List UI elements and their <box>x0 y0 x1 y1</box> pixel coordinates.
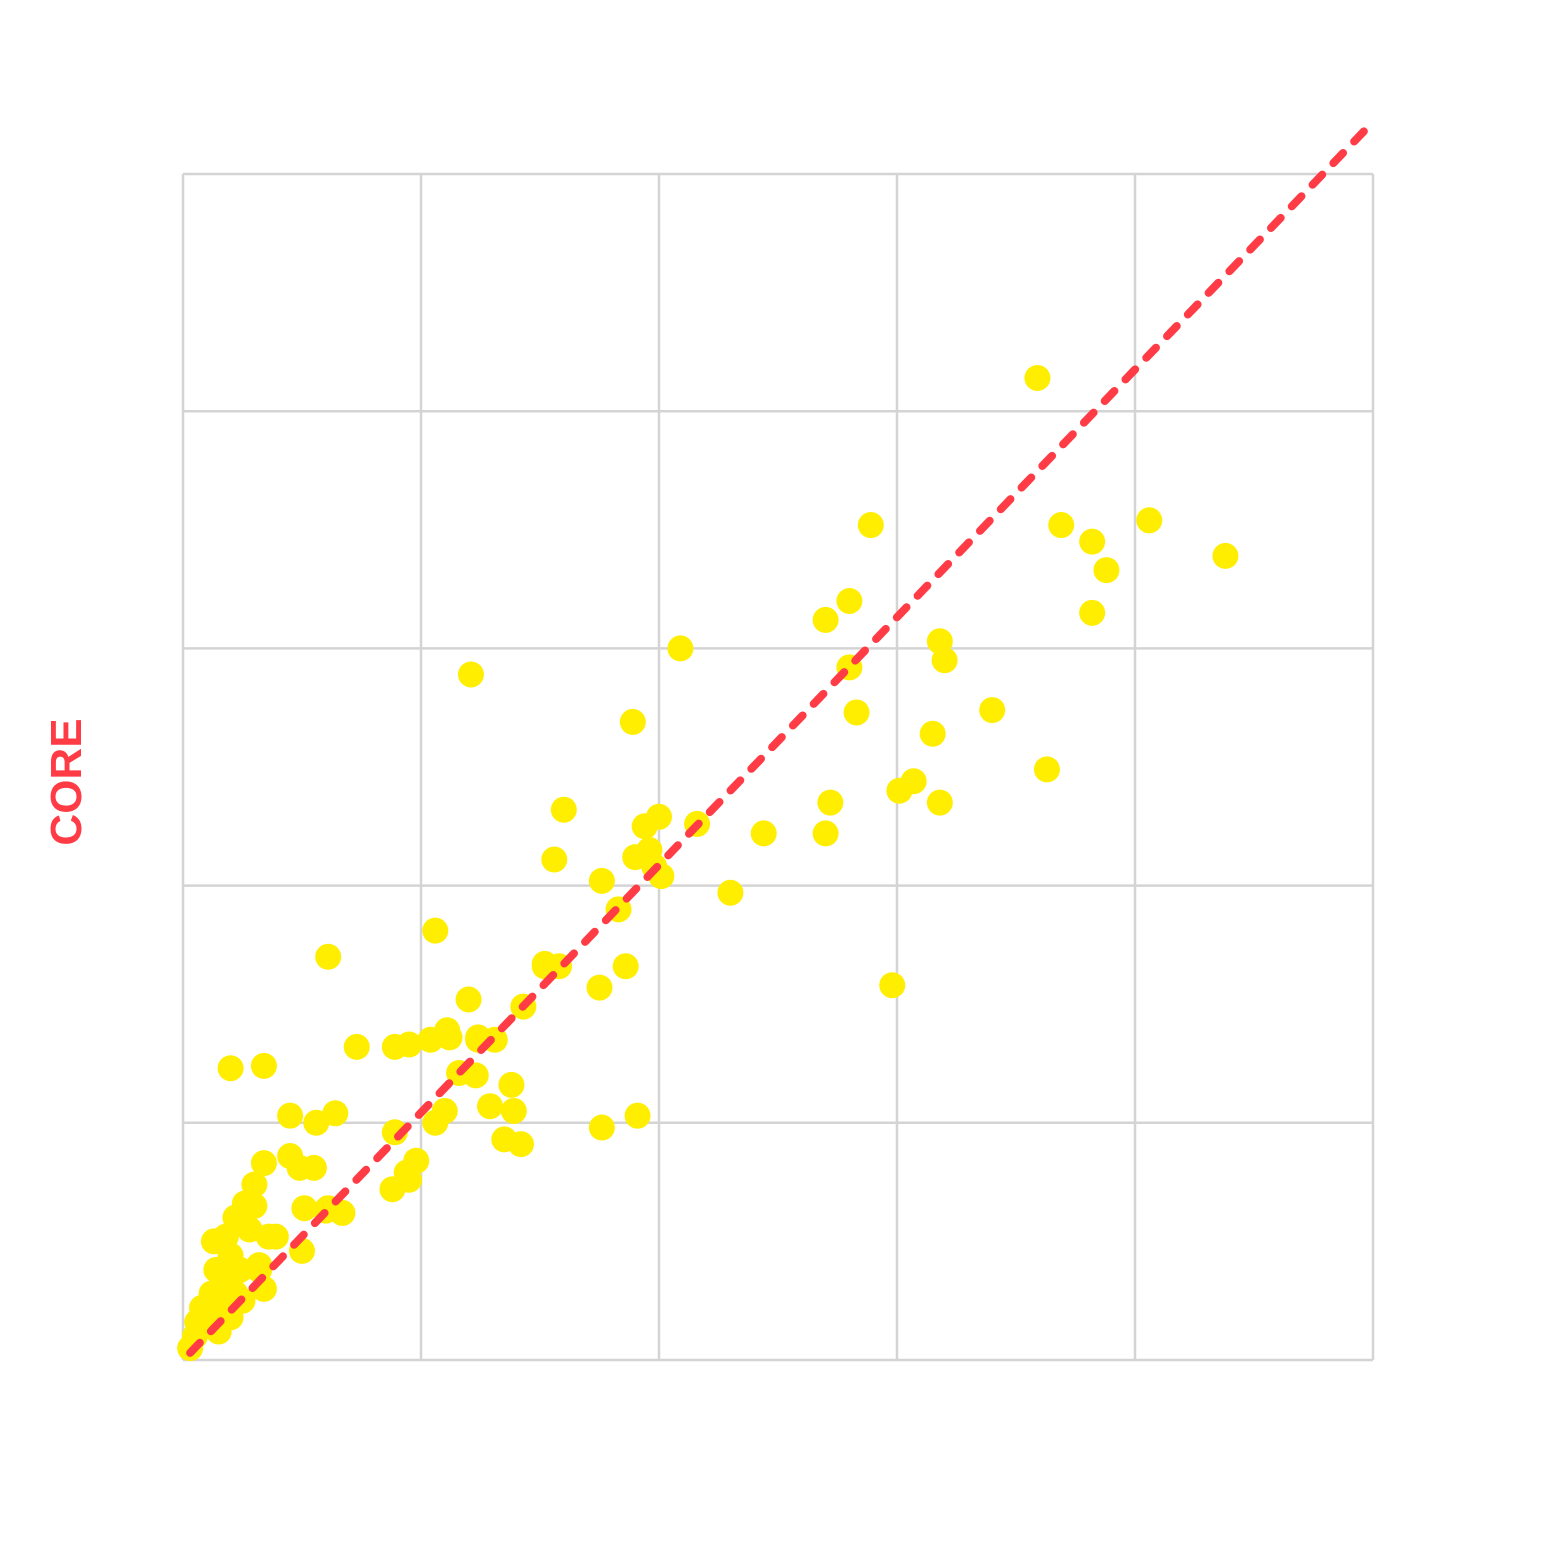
data-point <box>393 1159 420 1186</box>
data-point <box>586 974 613 1001</box>
data-point <box>1033 756 1060 783</box>
data-point <box>667 635 694 662</box>
data-point <box>217 1242 244 1269</box>
data-point <box>322 1100 349 1127</box>
data-point <box>457 661 484 688</box>
data-point <box>812 820 839 847</box>
data-point <box>541 846 568 873</box>
data-point <box>431 1097 458 1124</box>
data-point <box>612 953 639 980</box>
data-point <box>1212 542 1239 569</box>
data-point <box>550 796 577 823</box>
data-point <box>241 1192 268 1219</box>
data-point <box>1048 512 1075 539</box>
data-point <box>343 1033 370 1060</box>
data-point <box>879 972 906 999</box>
data-point <box>286 1154 313 1181</box>
data-point <box>588 1114 615 1141</box>
reference-line-group <box>186 117 1377 1357</box>
data-point <box>291 1195 318 1222</box>
data-point <box>857 512 884 539</box>
data-point <box>277 1102 304 1129</box>
data-point <box>531 950 558 977</box>
data-point <box>262 1223 289 1250</box>
data-point <box>843 699 870 726</box>
data-point <box>1093 557 1120 584</box>
data-point <box>1024 364 1051 391</box>
data-point <box>900 768 927 795</box>
data-point <box>434 1017 461 1044</box>
data-point <box>646 803 672 830</box>
data-point <box>717 879 744 906</box>
data-point <box>500 1097 527 1124</box>
y-axis-label: CORE <box>42 718 91 845</box>
data-point <box>250 1052 277 1079</box>
data-point <box>1079 528 1106 555</box>
data-point <box>931 647 958 674</box>
data-point <box>812 606 839 633</box>
data-point <box>498 1071 525 1098</box>
data-point <box>636 837 663 864</box>
data-point <box>750 820 777 847</box>
data-point <box>919 720 946 747</box>
data-point <box>588 867 615 894</box>
data-point <box>241 1171 268 1198</box>
reference-line <box>186 117 1377 1357</box>
data-point <box>836 587 863 614</box>
grid <box>181 172 1375 1362</box>
data-point <box>507 1131 534 1158</box>
data-point <box>217 1055 244 1082</box>
data-point <box>1136 507 1163 534</box>
data-point <box>315 943 342 970</box>
data-point <box>455 986 482 1013</box>
data-point <box>477 1093 504 1120</box>
data-point <box>1079 599 1106 626</box>
data-point <box>422 917 449 944</box>
data-point <box>619 708 646 735</box>
data-point <box>396 1031 423 1058</box>
data-point <box>250 1150 277 1177</box>
data-point <box>462 1062 489 1089</box>
data-point <box>624 1102 651 1129</box>
data-point <box>926 789 953 816</box>
data-point <box>979 697 1006 724</box>
data-point <box>329 1199 356 1226</box>
data-point <box>817 789 844 816</box>
data-points <box>177 364 1239 1362</box>
